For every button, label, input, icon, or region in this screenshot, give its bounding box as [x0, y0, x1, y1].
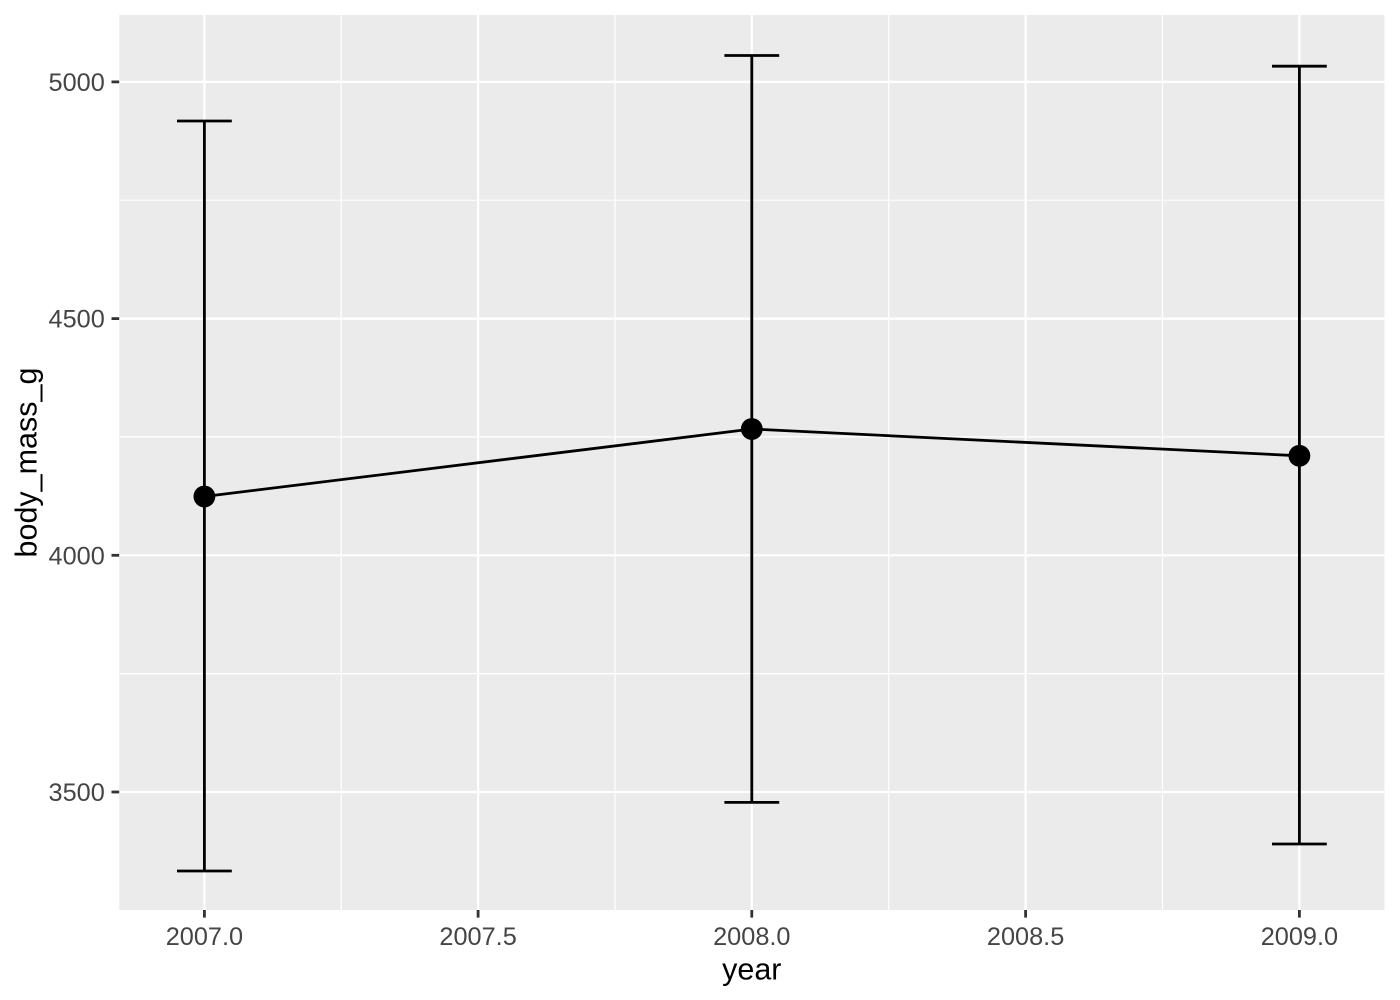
svg-text:2007.0: 2007.0: [166, 923, 243, 951]
svg-text:2008.5: 2008.5: [987, 923, 1064, 951]
svg-text:body_mass_g: body_mass_g: [10, 368, 44, 558]
svg-text:4000: 4000: [49, 542, 105, 570]
svg-text:5000: 5000: [49, 69, 105, 97]
svg-text:year: year: [722, 953, 781, 987]
svg-text:2007.5: 2007.5: [439, 923, 516, 951]
svg-text:2009.0: 2009.0: [1261, 923, 1338, 951]
svg-text:4500: 4500: [49, 306, 105, 334]
svg-text:3500: 3500: [49, 779, 105, 807]
svg-text:2008.0: 2008.0: [713, 923, 790, 951]
